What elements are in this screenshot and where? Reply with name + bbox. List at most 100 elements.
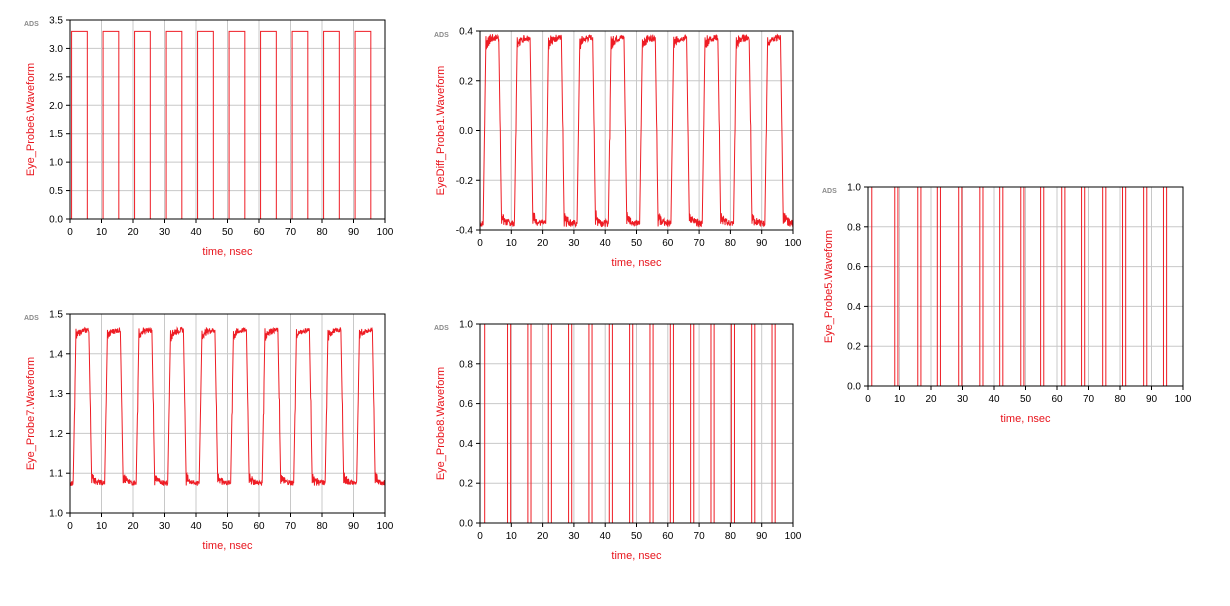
x-tick-label: 0 (477, 531, 483, 542)
x-tick-label: 40 (600, 238, 612, 249)
y-tick-label: 0.8 (459, 359, 473, 370)
chart-eye-probe8: ADS 0 10 20 30 40 50 60 70 80 90 100 0.0 0.2 0.4 0.6 0.8… (434, 320, 802, 563)
y-tick-label: 0.8 (847, 222, 861, 233)
y-tick-label: 1.0 (49, 158, 63, 169)
x-tick-label: 50 (222, 227, 234, 238)
x-tick-label: 50 (631, 531, 643, 542)
y-axis-label: Eye_Probe5.Waveform (823, 230, 835, 343)
x-tick-label: 60 (253, 227, 265, 238)
x-tick-label: 50 (1020, 394, 1032, 405)
y-tick-label: 0.4 (459, 27, 473, 38)
x-tick-label: 0 (67, 521, 73, 532)
x-tick-label: 90 (1146, 394, 1158, 405)
y-tick-label: 1.2 (49, 429, 63, 440)
y-tick-label: 1.5 (49, 310, 63, 321)
chart-eyediff-probe1: ADS 0 10 20 30 40 50 60 70 80 90 100 -0.4 -0.2 0.0 0.2 0… (434, 27, 802, 270)
x-tick-label: 60 (1051, 394, 1063, 405)
y-tick-label: 1.0 (49, 509, 63, 520)
y-tick-label: 3.5 (49, 16, 63, 27)
y-tick-label: 1.4 (49, 349, 63, 360)
x-tick-label: 70 (285, 521, 297, 532)
ads-badge: ADS (434, 325, 449, 332)
x-tick-label: 100 (377, 521, 394, 532)
x-axis-label: time, nsec (611, 550, 662, 562)
y-tick-label: 0.4 (459, 439, 473, 450)
y-tick-label: 0.2 (459, 479, 473, 490)
ads-badge: ADS (434, 32, 449, 39)
chart-eye-probe7: ADS 0 10 20 30 40 50 60 70 80 90 100 1.0 1.1 1.2 1.3 1.4… (24, 310, 394, 553)
x-tick-label: 20 (537, 531, 549, 542)
ads-badge: ADS (24, 21, 39, 28)
x-tick-label: 20 (127, 521, 139, 532)
x-tick-label: 100 (1175, 394, 1192, 405)
x-tick-label: 40 (190, 521, 202, 532)
x-tick-label: 20 (127, 227, 139, 238)
waveform-series-line (479, 33, 794, 228)
x-tick-label: 30 (957, 394, 969, 405)
y-tick-label: 0.6 (459, 399, 473, 410)
x-axis-label: time, nsec (202, 246, 253, 258)
x-tick-label: 30 (159, 227, 171, 238)
x-tick-label: 60 (662, 531, 674, 542)
y-tick-label: 1.0 (459, 320, 473, 331)
x-axis-label: time, nsec (202, 540, 253, 552)
x-tick-label: 80 (316, 521, 328, 532)
y-tick-label: 0.0 (459, 126, 473, 137)
y-tick-label: -0.4 (456, 226, 474, 237)
x-tick-label: 10 (96, 227, 108, 238)
x-tick-label: 60 (253, 521, 265, 532)
y-tick-label: 2.5 (49, 72, 63, 83)
x-tick-label: 0 (865, 394, 871, 405)
waveform-series-line (69, 326, 386, 487)
y-tick-label: 3.0 (49, 44, 63, 55)
ads-badge: ADS (822, 188, 837, 195)
y-axis-label: Eye_Probe7.Waveform (25, 357, 37, 470)
x-tick-label: 70 (694, 531, 706, 542)
x-tick-label: 10 (506, 531, 518, 542)
x-tick-label: 10 (96, 521, 108, 532)
chart-eye-probe5: ADS 0 10 20 30 40 50 60 70 80 90 100 0.0 0.2 0.4 0.6 0.8… (822, 183, 1192, 426)
y-axis-label: EyeDiff_Probe1.Waveform (435, 66, 447, 196)
y-tick-label: 0.0 (847, 382, 861, 393)
x-tick-label: 20 (925, 394, 937, 405)
x-tick-label: 80 (725, 531, 737, 542)
x-tick-label: 80 (1114, 394, 1126, 405)
y-tick-label: 1.3 (49, 389, 63, 400)
y-tick-label: 0.0 (49, 215, 63, 226)
x-axis-label: time, nsec (611, 257, 662, 269)
x-tick-label: 10 (506, 238, 518, 249)
x-tick-label: 80 (316, 227, 328, 238)
x-tick-label: 70 (285, 227, 297, 238)
y-tick-label: 1.1 (49, 469, 63, 480)
y-tick-label: 1.5 (49, 129, 63, 140)
x-tick-label: 50 (631, 238, 643, 249)
y-tick-label: 0.2 (847, 342, 861, 353)
ads-badge: ADS (24, 315, 39, 322)
x-axis-label: time, nsec (1000, 413, 1051, 425)
y-axis-label: Eye_Probe8.Waveform (435, 367, 447, 480)
y-tick-label: 0.5 (49, 186, 63, 197)
x-tick-label: 40 (600, 531, 612, 542)
y-tick-label: -0.2 (456, 176, 474, 187)
x-tick-label: 100 (377, 227, 394, 238)
x-tick-label: 80 (725, 238, 737, 249)
y-tick-label: 2.0 (49, 101, 63, 112)
y-axis-label: Eye_Probe6.Waveform (25, 63, 37, 176)
x-tick-label: 30 (159, 521, 171, 532)
x-tick-label: 40 (190, 227, 202, 238)
x-tick-label: 40 (988, 394, 1000, 405)
waveform-series-line (480, 323, 793, 524)
x-tick-label: 90 (348, 521, 360, 532)
x-tick-label: 90 (756, 531, 768, 542)
x-tick-label: 20 (537, 238, 549, 249)
y-tick-label: 0.6 (847, 262, 861, 273)
x-tick-label: 100 (785, 531, 802, 542)
waveform-series-line (868, 186, 1183, 387)
x-tick-label: 0 (67, 227, 73, 238)
x-tick-label: 90 (348, 227, 360, 238)
x-tick-label: 70 (694, 238, 706, 249)
x-tick-label: 30 (568, 238, 580, 249)
x-tick-label: 10 (894, 394, 906, 405)
y-tick-label: 0.2 (459, 76, 473, 87)
